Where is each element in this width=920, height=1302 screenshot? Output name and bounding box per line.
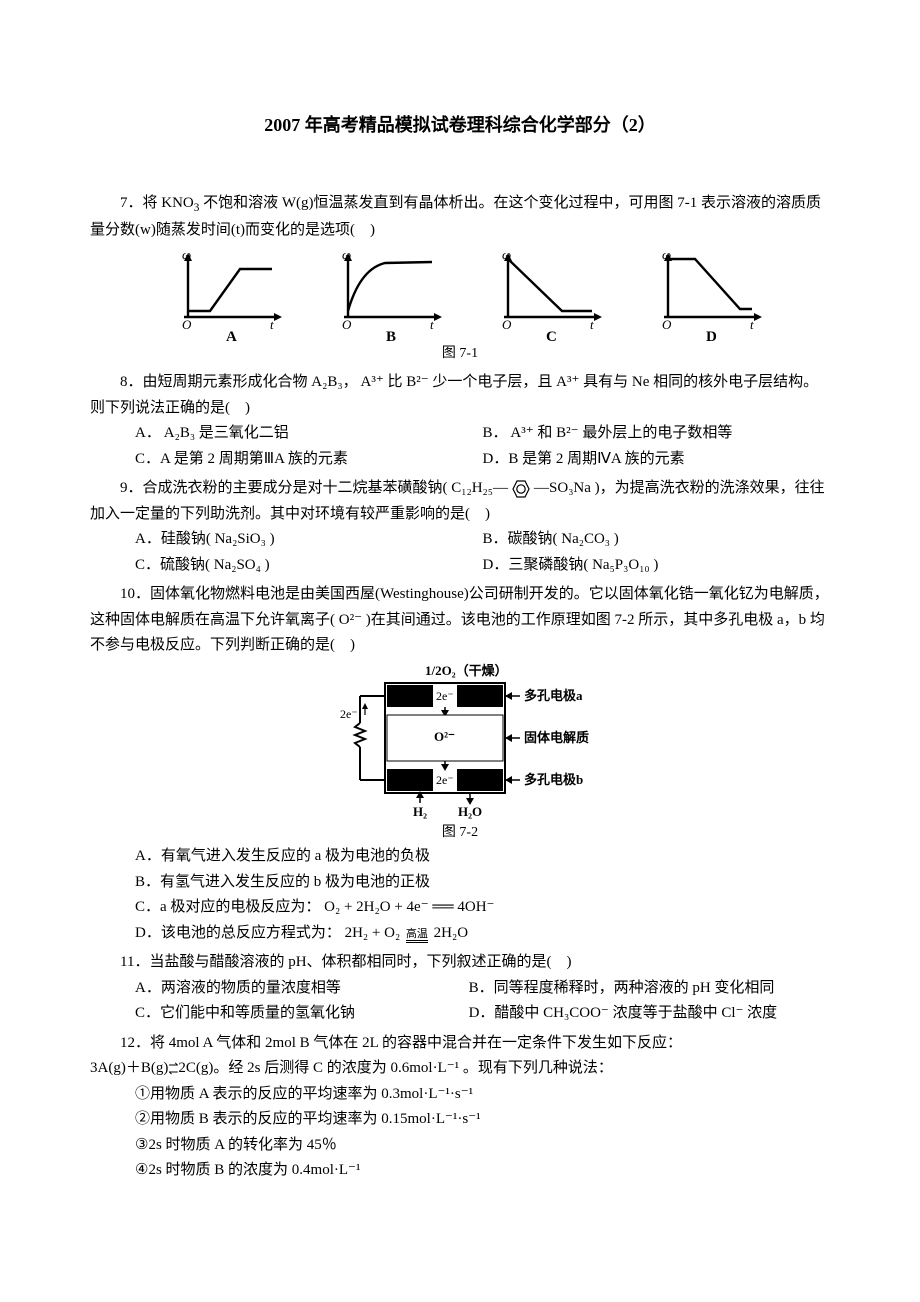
svg-text:1/2O₂（干燥）: 1/2O₂（干燥） <box>425 663 508 678</box>
chart-7-1-C: ω O t C <box>490 249 610 344</box>
question-7: 7．将 KNO3 不饱和溶液 W(g)恒温蒸发直到有晶体析出。在这个变化过程中，… <box>90 191 830 244</box>
equilibrium-arrow-icon: ⇀↽ <box>168 1062 178 1076</box>
q8-opt-D: D．B 是第 2 周期ⅣA 族的元素 <box>483 447 831 473</box>
svg-text:O: O <box>342 317 352 332</box>
q11-opt-D: D．醋酸中 CH₃COO⁻ 浓度等于盐酸中 Cl⁻ 浓度 <box>469 1001 830 1027</box>
q12-stmt-4: ④2s 时物质 B 的浓度为 0.4mol·L⁻¹ <box>90 1158 830 1184</box>
q10-opt-D-post: 2H₂O <box>430 925 468 941</box>
q12-equation: 3A(g)＋B(g)⇀↽2C(g)。经 2s 后测得 C 的浓度为 0.6mol… <box>90 1056 830 1082</box>
q8-options-row1: A． A₂B₃ 是三氧化二铝 B． A³⁺ 和 B²⁻ 最外层上的电子数相等 <box>90 421 830 447</box>
q7-num: 7． <box>120 195 143 211</box>
q11-options-row1: A．两溶液的物质的量浓度相等 B．同等程度稀释时，两种溶液的 pH 变化相同 <box>90 976 830 1002</box>
q12-stmt-1: ①用物质 A 表示的反应的平均速率为 0.3mol·L⁻¹·s⁻¹ <box>90 1082 830 1108</box>
q8-opt-A: A． A₂B₃ 是三氧化二铝 <box>135 421 483 447</box>
q9-opt-B: B．碳酸钠( Na₂CO₃ ) <box>483 527 831 553</box>
chart-7-1-A: ω O t A <box>170 249 290 344</box>
q10-opt-B: B．有氢气进入发生反应的 b 极为电池的正极 <box>135 870 830 896</box>
figure-7-1: ω O t A ω O t B ω O t C ω O <box>150 249 790 344</box>
chart-7-1-D: ω O t D <box>650 249 770 344</box>
svg-text:D: D <box>706 329 717 344</box>
figure-7-2-diagram: 1/2O₂（干燥） 2e⁻ O²⁻ 2e⁻ 多孔电极a 固体电解质 多孔电极b … <box>310 663 610 823</box>
q8-num: 8． <box>120 374 143 390</box>
q10-num: 10． <box>120 586 150 602</box>
svg-text:B: B <box>386 329 396 344</box>
q10-opt-D: D．该电池的总反应方程式为： 2H₂ + O₂ 高温 2H₂O <box>135 921 830 947</box>
q12-text-a: 将 4mol A 气体和 2mol B 气体在 2L 的容器中混合并在一定条件下… <box>150 1035 682 1051</box>
q11-opt-B: B．同等程度稀释时，两种溶液的 pH 变化相同 <box>469 976 830 1002</box>
q8-text: 由短周期元素形成化合物 A₂B₃， A³⁺ 比 B²⁻ 少一个电子层，且 A³⁺… <box>90 374 818 416</box>
svg-text:多孔电极b: 多孔电极b <box>524 772 583 787</box>
svg-text:固体电解质: 固体电解质 <box>524 730 589 745</box>
q8-opt-B: B． A³⁺ 和 B²⁻ 最外层上的电子数相等 <box>483 421 831 447</box>
svg-text:O: O <box>502 317 512 332</box>
svg-text:2e⁻: 2e⁻ <box>340 707 358 721</box>
q7-text-b: 不饱和溶液 W(g)恒温蒸发直到有晶体析出。在这个变化过程中，可用图 7-1 表… <box>90 195 821 238</box>
q9-num: 9． <box>120 480 143 496</box>
q9-options-row2: C．硫酸钠( Na₂SO₄ ) D．三聚磷酸钠( Na₅P₃O₁₀ ) <box>90 553 830 579</box>
benzene-icon <box>508 478 534 500</box>
q12-stmt-2: ②用物质 B 表示的反应的平均速率为 0.15mol·L⁻¹·s⁻¹ <box>90 1107 830 1133</box>
svg-text:H₂O: H₂O <box>458 804 482 819</box>
figure-7-2-caption: 图 7-2 <box>90 821 830 845</box>
q9-opt-C: C．硫酸钠( Na₂SO₄ ) <box>135 553 483 579</box>
q9-opt-A: A．硅酸钠( Na₂SiO₃ ) <box>135 527 483 553</box>
q10-opt-C: C．a 极对应的电极反应为： O₂ + 2H₂O + 4e⁻ ══ 4OH⁻ <box>135 895 830 921</box>
q12-eqn-b: 2C(g)。经 2s 后测得 C 的浓度为 0.6mol·L⁻¹ 。现有下列几种… <box>178 1060 613 1076</box>
svg-text:t: t <box>270 317 274 332</box>
figure-7-1-caption: 图 7-1 <box>90 342 830 366</box>
question-11: 11．当盐酸与醋酸溶液的 pH、体积都相同时，下列叙述正确的是( ) <box>90 950 830 976</box>
q7-text-a: 将 KNO <box>143 195 194 211</box>
svg-text:C: C <box>546 329 557 344</box>
page-title: 2007 年高考精品模拟试卷理科综合化学部分（2） <box>90 110 830 141</box>
q10-opt-D-pre: D．该电池的总反应方程式为： 2H₂ + O₂ <box>135 925 404 941</box>
question-9: 9．合成洗衣粉的主要成分是对十二烷基苯磺酸钠( C₁₂H₂₅— —SO₃Na )… <box>90 476 830 527</box>
question-12: 12．将 4mol A 气体和 2mol B 气体在 2L 的容器中混合并在一定… <box>90 1031 830 1057</box>
svg-text:t: t <box>750 317 754 332</box>
q11-options-row2: C．它们能中和等质量的氢氧化钠 D．醋酸中 CH₃COO⁻ 浓度等于盐酸中 Cl… <box>90 1001 830 1027</box>
svg-text:2e⁻: 2e⁻ <box>436 689 454 703</box>
svg-text:2e⁻: 2e⁻ <box>436 773 454 787</box>
q8-opt-C: C．A 是第 2 周期第ⅢA 族的元素 <box>135 447 483 473</box>
question-10: 10．固体氧化物燃料电池是由美国西屋(Westinghouse)公司研制开发的。… <box>90 582 830 659</box>
svg-text:O: O <box>662 317 672 332</box>
q11-opt-C: C．它们能中和等质量的氢氧化钠 <box>135 1001 469 1027</box>
q10-text: 固体氧化物燃料电池是由美国西屋(Westinghouse)公司研制开发的。它以固… <box>90 586 829 653</box>
q9-options-row1: A．硅酸钠( Na₂SiO₃ ) B．碳酸钠( Na₂CO₃ ) <box>90 527 830 553</box>
reaction-arrow-icon: 高温 <box>404 929 430 943</box>
q12-eqn-a: 3A(g)＋B(g) <box>90 1060 168 1076</box>
svg-text:O: O <box>182 317 192 332</box>
svg-text:t: t <box>430 317 434 332</box>
svg-text:t: t <box>590 317 594 332</box>
svg-text:多孔电极a: 多孔电极a <box>524 688 583 703</box>
q9-text-a: 合成洗衣粉的主要成分是对十二烷基苯磺酸钠( C₁₂H₂₅— <box>143 480 509 496</box>
q11-text: 当盐酸与醋酸溶液的 pH、体积都相同时，下列叙述正确的是( ) <box>149 954 571 970</box>
q11-num: 11． <box>120 954 149 970</box>
svg-text:H₂: H₂ <box>413 804 427 819</box>
q9-opt-D: D．三聚磷酸钠( Na₅P₃O₁₀ ) <box>483 553 831 579</box>
svg-text:A: A <box>226 329 237 344</box>
q8-options-row2: C．A 是第 2 周期第ⅢA 族的元素 D．B 是第 2 周期ⅣA 族的元素 <box>90 447 830 473</box>
q12-num: 12． <box>120 1035 150 1051</box>
question-8: 8．由短周期元素形成化合物 A₂B₃， A³⁺ 比 B²⁻ 少一个电子层，且 A… <box>90 370 830 421</box>
svg-text:O²⁻: O²⁻ <box>434 729 455 744</box>
q10-opt-A: A．有氧气进入发生反应的 a 极为电池的负极 <box>135 844 830 870</box>
chart-7-1-B: ω O t B <box>330 249 450 344</box>
q11-opt-A: A．两溶液的物质的量浓度相等 <box>135 976 469 1002</box>
q12-stmt-3: ③2s 时物质 A 的转化率为 45％ <box>90 1133 830 1159</box>
q10-options: A．有氧气进入发生反应的 a 极为电池的负极 B．有氢气进入发生反应的 b 极为… <box>90 844 830 946</box>
